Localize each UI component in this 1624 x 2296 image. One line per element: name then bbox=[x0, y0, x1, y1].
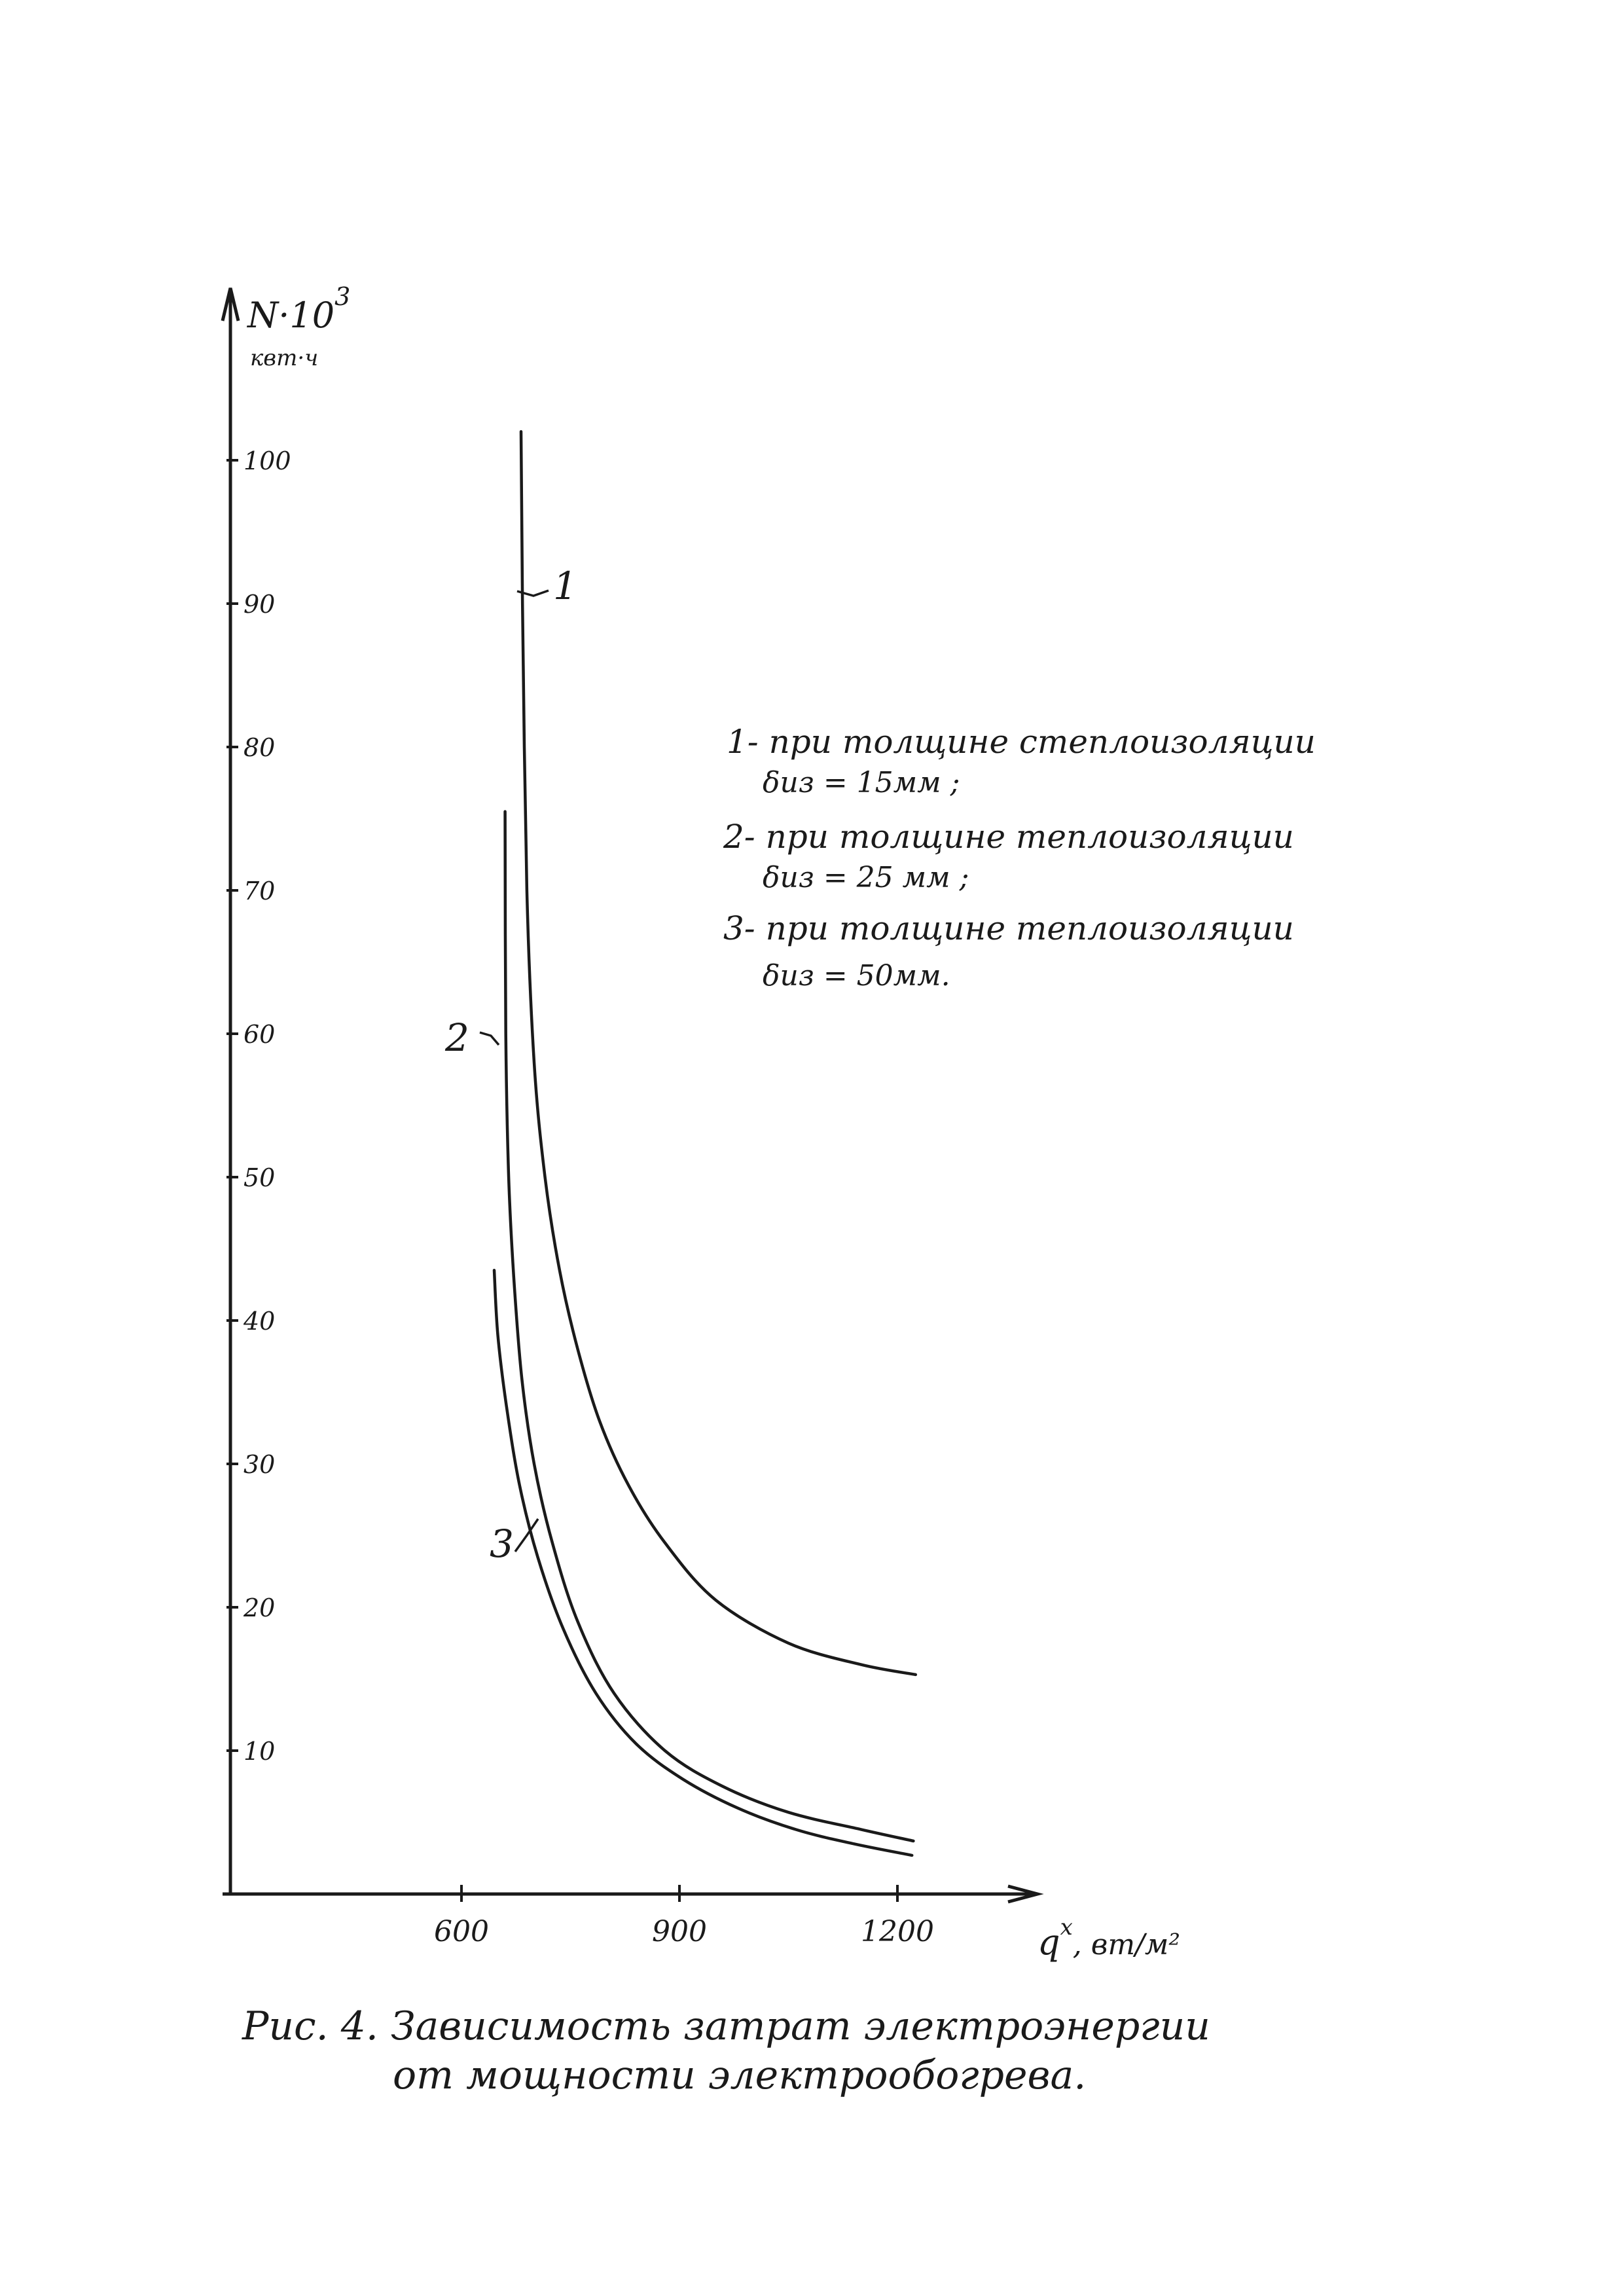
legend-item-3-line2: δиз = 50мм. bbox=[763, 959, 950, 993]
y-tick-label-30: 30 bbox=[244, 1450, 275, 1479]
curve-3-label: 3 bbox=[490, 1522, 514, 1566]
y-tick-label-60: 60 bbox=[244, 1020, 275, 1049]
legend-item-2-line1: 2- при толщине теплоизоляции bbox=[723, 818, 1294, 856]
y-axis-label: N·103 bbox=[246, 282, 350, 336]
legend: 1- при толщине степлоизоляции δиз = 15мм… bbox=[723, 723, 1316, 993]
y-axis-unit: квт·ч bbox=[250, 345, 318, 371]
series-line-3 bbox=[492, 1269, 914, 1857]
series-line-2 bbox=[503, 810, 915, 1843]
legend-item-1-line1: 1- при толщине степлоизоляции bbox=[727, 723, 1316, 761]
curves bbox=[492, 429, 918, 1857]
x-axis-label: qx, вт/м² bbox=[1038, 1914, 1180, 1963]
legend-item-1-line2: δиз = 15мм ; bbox=[763, 766, 960, 799]
figure-caption-line-1: Рис. 4. Зависимость затрат электроэнерги… bbox=[242, 2003, 1210, 2049]
y-tick-label-50: 50 bbox=[244, 1163, 275, 1192]
legend-item-3-line1: 3- при толщине теплоизоляции bbox=[723, 909, 1294, 947]
x-tick-label-1200: 1200 bbox=[861, 1915, 934, 1948]
legend-item-2-line2: δиз = 25 мм ; bbox=[763, 861, 969, 894]
y-tick-label-80: 80 bbox=[244, 733, 275, 762]
curve-2-label: 2 bbox=[444, 1015, 469, 1060]
curve-2-leader bbox=[479, 1031, 500, 1046]
y-tick-label-70: 70 bbox=[244, 877, 275, 905]
y-axis-arrow bbox=[221, 287, 240, 321]
figure-caption-line-2: от мощности электрообогрева. bbox=[393, 2052, 1086, 2098]
y-tick-label-20: 20 bbox=[243, 1594, 275, 1622]
y-tick-label-40: 40 bbox=[243, 1307, 275, 1336]
y-tick-label-100: 100 bbox=[244, 446, 291, 475]
x-tick-label-900: 900 bbox=[652, 1915, 707, 1948]
curve-1-leader bbox=[516, 589, 549, 597]
curve-3-leader bbox=[514, 1518, 539, 1553]
ticks: 10 20 30 40 50 60 70 80 90 100 600 900 1200 bbox=[226, 446, 934, 1948]
y-tick-label-10: 10 bbox=[244, 1737, 275, 1766]
curve-1-label: 1 bbox=[553, 564, 577, 608]
series-line-1 bbox=[519, 429, 918, 1677]
y-tick-label-90: 90 bbox=[244, 590, 275, 619]
x-tick-label-600: 600 bbox=[434, 1915, 489, 1948]
x-axis-arrow bbox=[1007, 1884, 1044, 1904]
